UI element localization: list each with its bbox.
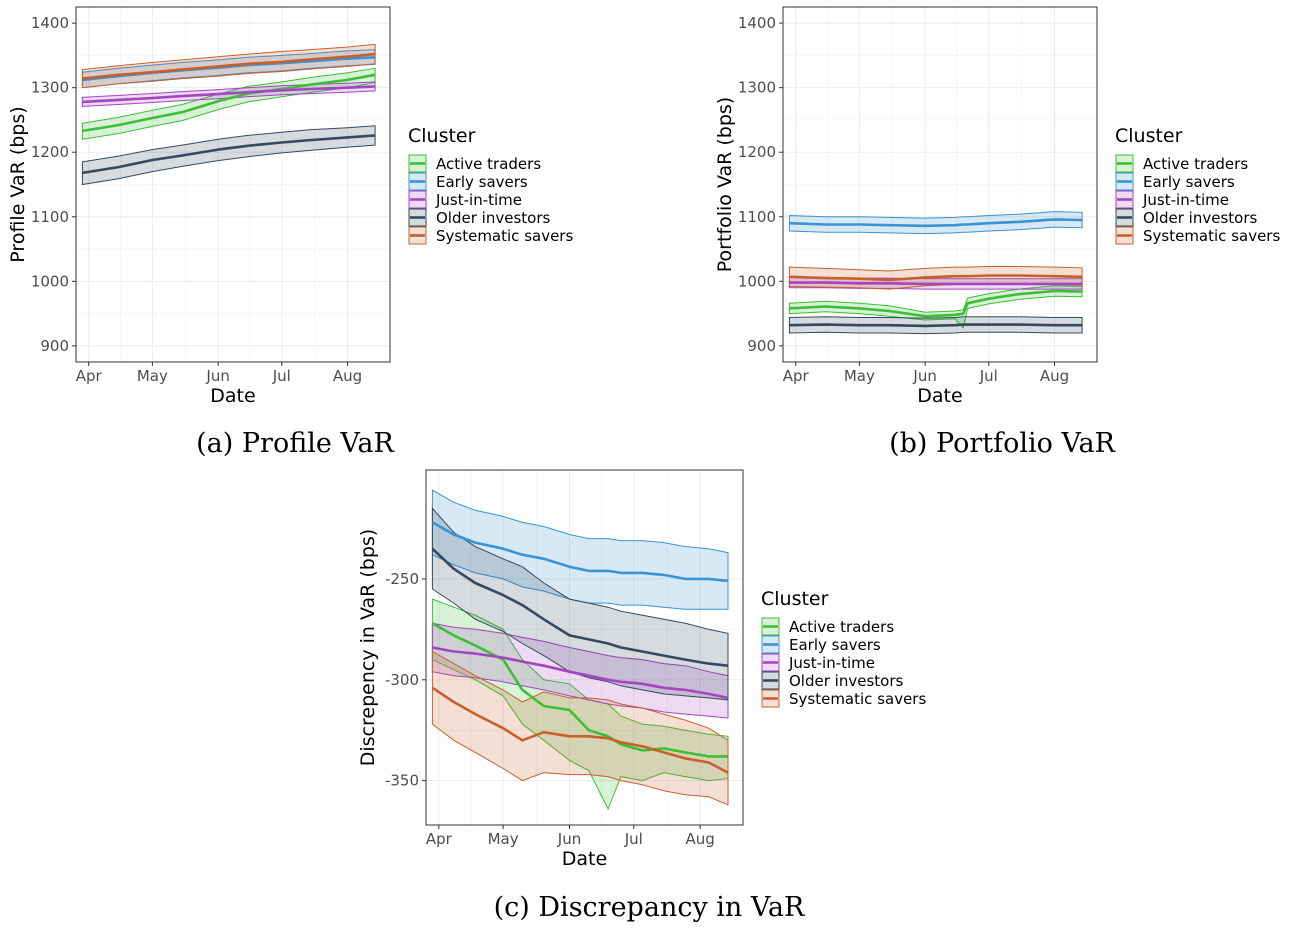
x-axis-label: Date — [562, 848, 607, 870]
x-tick-label: Aug — [333, 367, 362, 385]
caption-b: (b) Portfolio VaR — [889, 428, 1115, 459]
legend-label: Older investors — [436, 209, 550, 227]
x-axis-label: Date — [917, 385, 962, 407]
legend-title: Cluster — [761, 588, 829, 610]
y-axis-label: Discrepency in VaR (bps) — [357, 529, 379, 766]
panel-portfolio-var: 900 1000 1100 1200 1300 1400 Apr May Jun Jul Aug Da… — [714, 6, 1280, 407]
legend-label: Just-in-time — [435, 191, 522, 209]
y-axis-label: Portfolio VaR (bps) — [714, 97, 736, 272]
ribbon-early-savers — [431, 489, 729, 610]
legend-label: Early savers — [1143, 173, 1235, 191]
x-tick-label: Jun — [912, 367, 936, 385]
caption-a: (a) Profile VaR — [196, 428, 394, 459]
panel-discrepancy-var: -250 -300 -350 Apr May Jun Jul Aug Date Discrepen… — [357, 469, 926, 870]
x-tick-label: Aug — [686, 830, 715, 848]
y-tick-label: 1400 — [738, 14, 776, 32]
series-line-systematic-savers — [431, 686, 729, 774]
legend-label: Active traders — [436, 155, 541, 173]
legend-label: Older investors — [1143, 209, 1257, 227]
x-axis-label: Date — [210, 385, 255, 407]
y-tick-label: -250 — [385, 570, 419, 588]
x-tick-label: May — [844, 367, 875, 385]
series-line-older-investors — [789, 323, 1083, 328]
series-line-active-traders — [82, 73, 376, 133]
legend-title: Cluster — [408, 125, 476, 147]
y-tick-label: 900 — [747, 337, 776, 355]
legend-label: Older investors — [789, 672, 903, 690]
x-tick-label: Apr — [426, 830, 453, 848]
legend-label: Systematic savers — [789, 690, 926, 708]
x-tick-label: Jul — [624, 830, 643, 848]
ribbon-systematic-savers — [431, 650, 729, 806]
legend-label: Active traders — [1143, 155, 1248, 173]
x-tick-label: Apr — [76, 367, 103, 385]
legend-title: Cluster — [1115, 125, 1183, 147]
y-tick-label: 1200 — [738, 143, 776, 161]
ribbon-older-investors — [431, 506, 729, 701]
legend-label: Early savers — [436, 173, 528, 191]
y-tick-label: 900 — [40, 337, 69, 355]
panel-profile-var: 900 1000 1100 1200 1300 1400 Apr May Jun Jul Aug Da… — [7, 6, 573, 407]
y-tick-label: 1300 — [31, 79, 69, 97]
series-line-just-in-time — [432, 646, 729, 700]
plot-border — [425, 469, 744, 826]
y-tick-label: 1100 — [738, 208, 776, 226]
legend-label: Systematic savers — [436, 227, 573, 245]
x-tick-label: May — [137, 367, 168, 385]
ribbon-just-in-time — [431, 622, 729, 719]
x-tick-label: Jun — [557, 830, 581, 848]
legend-label: Systematic savers — [1143, 227, 1280, 245]
legend-label: Early savers — [789, 636, 881, 654]
y-tick-label: -300 — [385, 671, 419, 689]
y-tick-label: 1400 — [31, 14, 69, 32]
series-line-active-traders — [789, 289, 1083, 318]
y-tick-label: 1100 — [31, 208, 69, 226]
series-line-just-in-time — [82, 85, 376, 104]
series-line-early-savers — [789, 218, 1083, 228]
ribbon-early-savers — [788, 211, 1083, 235]
y-tick-label: 1200 — [31, 143, 69, 161]
series-line-systematic-savers — [82, 52, 376, 80]
y-tick-label: 1000 — [31, 272, 69, 290]
series-line-just-in-time — [789, 281, 1083, 286]
y-axis-label: Profile VaR (bps) — [7, 106, 29, 262]
x-tick-label: Jul — [979, 367, 998, 385]
series-line-systematic-savers — [789, 274, 1083, 282]
y-tick-label: 1300 — [738, 79, 776, 97]
y-tick-label: -350 — [385, 772, 419, 790]
legend-label: Active traders — [789, 618, 894, 636]
x-tick-label: Aug — [1040, 367, 1069, 385]
y-tick-label: 1000 — [738, 272, 776, 290]
legend-label: Just-in-time — [788, 654, 875, 672]
x-tick-label: May — [488, 830, 519, 848]
series-line-older-investors — [431, 547, 729, 667]
plot-border — [75, 6, 391, 363]
x-tick-label: Jun — [205, 367, 229, 385]
x-tick-label: Apr — [783, 367, 810, 385]
series-line-early-savers — [431, 521, 729, 583]
plot-border — [782, 6, 1098, 363]
legend-label: Just-in-time — [1142, 191, 1229, 209]
x-tick-label: Jul — [272, 367, 291, 385]
series-line-active-traders — [431, 622, 728, 758]
series-line-older-investors — [82, 134, 376, 175]
caption-c: (c) Discrepancy in VaR — [494, 892, 805, 923]
